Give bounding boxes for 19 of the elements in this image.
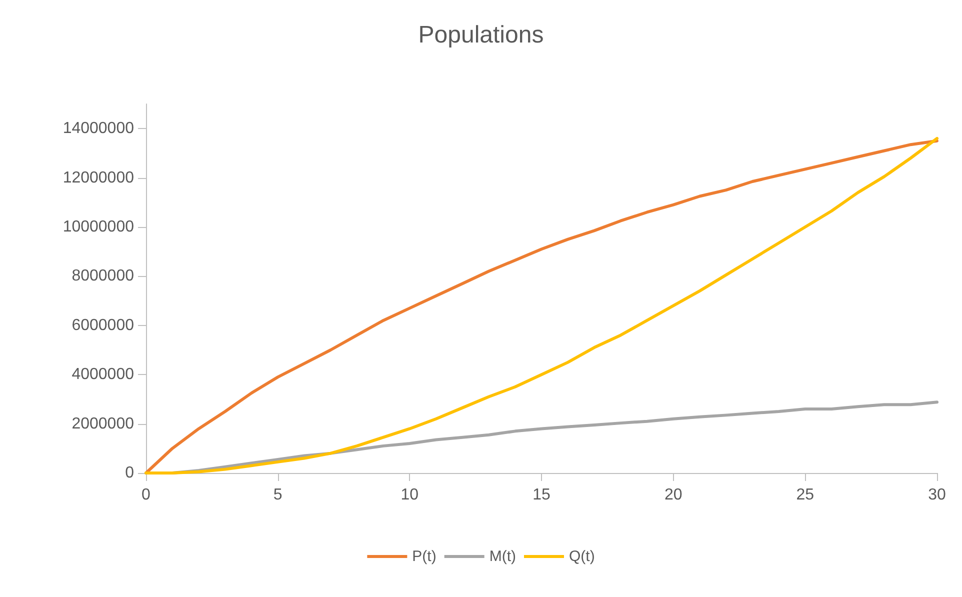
x-tick-label: 15 bbox=[532, 486, 550, 504]
chart-title: Populations bbox=[418, 22, 544, 48]
x-tick-label: 30 bbox=[928, 486, 946, 504]
x-tick-label: 25 bbox=[796, 486, 814, 504]
y-tick-label: 6000000 bbox=[72, 316, 134, 334]
y-tick-label: 0 bbox=[125, 464, 134, 482]
x-tick-label: 20 bbox=[664, 486, 682, 504]
legend-label: M(t) bbox=[489, 548, 516, 565]
legend-label: P(t) bbox=[412, 548, 436, 565]
y-tick-label: 10000000 bbox=[62, 218, 134, 236]
legend-label: Q(t) bbox=[568, 548, 595, 565]
y-tick-label: 8000000 bbox=[72, 268, 134, 285]
y-tick-label: 14000000 bbox=[62, 120, 134, 138]
x-tick-label: 5 bbox=[273, 486, 282, 504]
y-tick-label: 2000000 bbox=[72, 415, 134, 432]
y-tick-label: 4000000 bbox=[72, 366, 134, 384]
x-tick-label: 0 bbox=[142, 486, 151, 504]
x-tick-label: 10 bbox=[400, 486, 419, 504]
y-tick-label: 12000000 bbox=[62, 169, 134, 186]
